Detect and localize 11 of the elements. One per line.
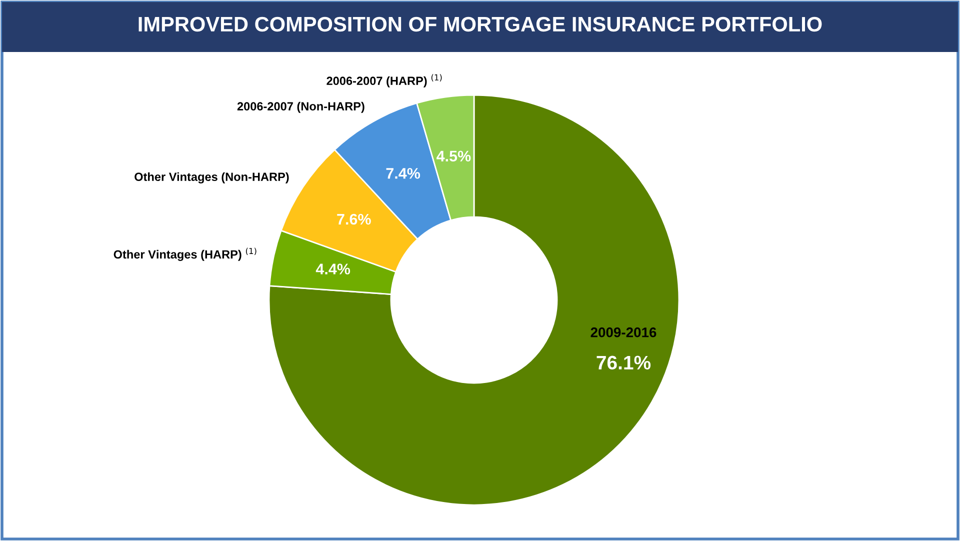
data-label: 4.5% <box>436 150 471 162</box>
data-label: 7.6% <box>337 214 371 225</box>
data-label: 76.1% <box>596 356 651 370</box>
slice-label: 2006-2007 (Non-HARP) <box>237 102 364 113</box>
data-label: 7.4% <box>386 168 420 179</box>
slice-label: 2009-2016 <box>590 327 656 338</box>
slice-label: 2006-2007 (HARP) $^{(1)}$ <box>326 74 442 88</box>
data-label: 4.4% <box>316 264 350 274</box>
slice-label: Other Vintages (Non-HARP) <box>134 172 289 184</box>
chart-title: IMPROVED COMPOSITION OF MORTGAGE INSURANCE PORTFOLIO <box>138 16 822 32</box>
slice-label: Other Vintages (HARP) $^{(1)}$ <box>114 248 256 261</box>
